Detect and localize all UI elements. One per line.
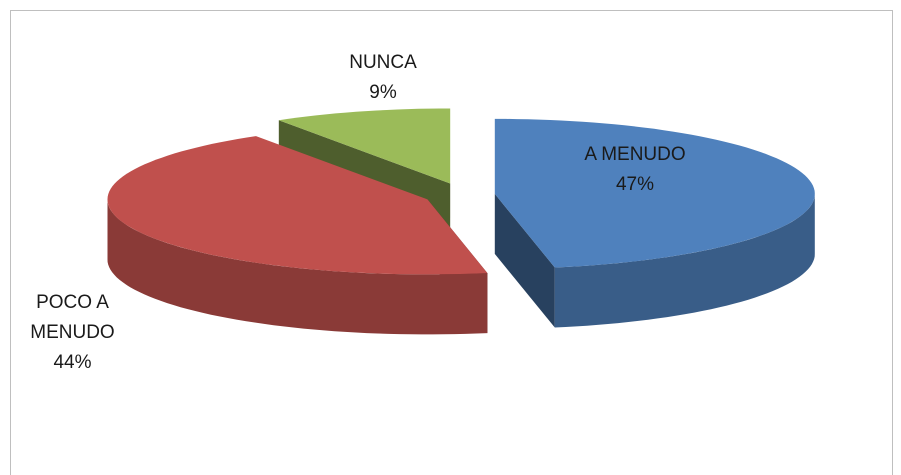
slice-side [494,193,555,328]
slice-label: POCO A MENUDO 44% [15,288,130,378]
category-label: POCO A MENUDO [30,292,115,343]
slice-wall [554,193,815,328]
slice-label: A MENUDO 47% [570,140,700,200]
slice [494,118,815,268]
chart-border [10,10,893,475]
slice [107,136,488,275]
category-label: A MENUDO [584,144,686,165]
slice-wall [107,199,488,335]
value-label: 9% [369,82,397,103]
category-label: NUNCA [349,52,417,73]
slice-label: NUNCA 9% [333,48,433,108]
value-label: 47% [615,174,655,195]
value-label: 44% [53,352,92,373]
slice [278,108,451,184]
